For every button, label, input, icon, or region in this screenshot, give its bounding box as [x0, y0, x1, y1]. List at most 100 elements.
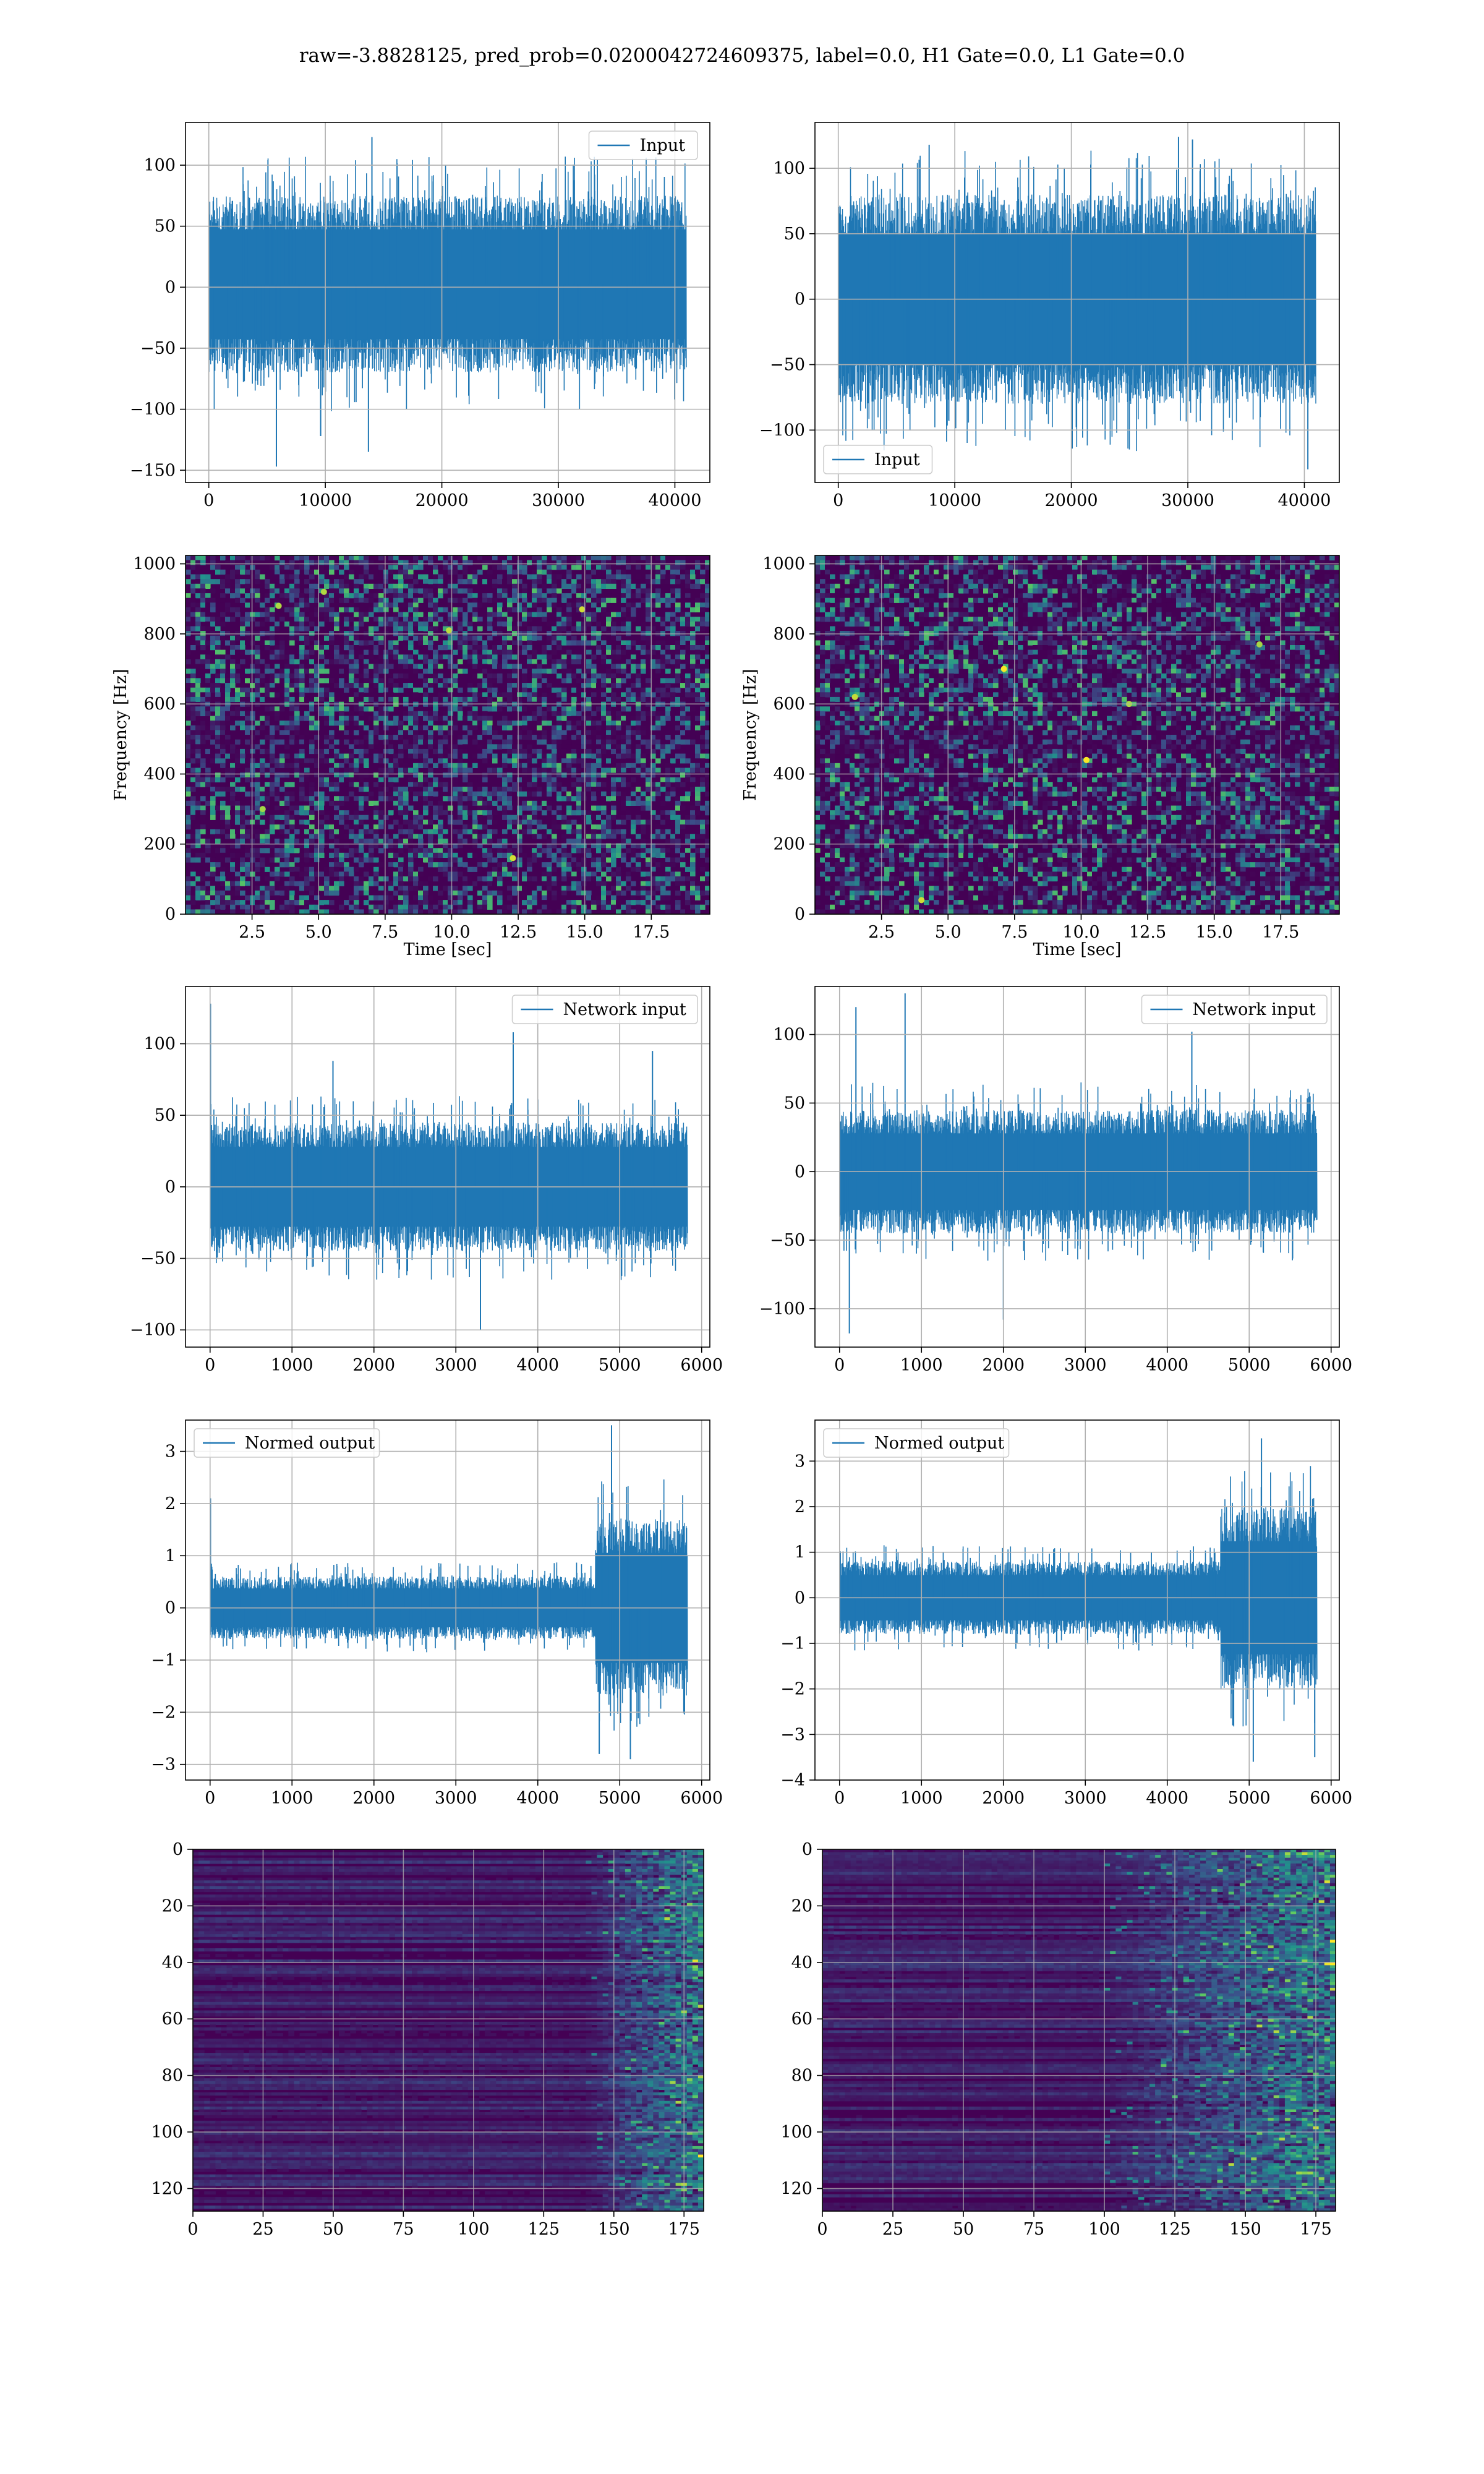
x-tick-label: 15.0 [1196, 923, 1233, 942]
y-tick-label: 100 [773, 159, 805, 178]
x-tick-label: 75 [1023, 2220, 1044, 2239]
series-spikes [210, 1096, 679, 1280]
x-tick-label: 5.0 [305, 923, 332, 942]
y-tick-label: 600 [773, 695, 805, 714]
grid-p01 [815, 122, 1339, 482]
x-axis-label: Time [sec] [1033, 940, 1122, 959]
legend-label: Network input [1193, 1000, 1316, 1019]
y-tick-label: 80 [162, 2066, 183, 2086]
x-tick-label: 20000 [416, 491, 469, 510]
x-tick-label: 10.0 [433, 923, 470, 942]
axes-frame-p10 [185, 555, 710, 915]
y-tick-label: 40 [791, 1953, 812, 1972]
x-tick-label: 25 [882, 2220, 903, 2239]
y-tick-label: −50 [770, 356, 805, 375]
y-tick-label: −100 [130, 400, 176, 419]
y-tick-label: 400 [143, 764, 176, 784]
x-tick-label: 6000 [680, 1356, 723, 1375]
legend-p20: Network input [511, 995, 698, 1024]
legend-label: Input [640, 136, 686, 155]
y-tick-label: 200 [143, 835, 176, 854]
series-spikes [213, 156, 686, 411]
y-tick-label: 100 [151, 2123, 183, 2142]
x-tick-label: 2000 [352, 1356, 395, 1375]
x-tick-label: 30000 [532, 491, 585, 510]
y-tick-label: 100 [143, 1035, 176, 1054]
x-tick-label: 7.5 [1001, 923, 1028, 942]
x-tick-label: 150 [598, 2220, 630, 2239]
legend-p21: Network input [1141, 995, 1328, 1024]
y-tick-label: 3 [165, 1442, 176, 1462]
grid-p21 [815, 987, 1339, 1347]
x-tick-label: 2000 [982, 1356, 1025, 1375]
y-tick-label: −2 [151, 1703, 176, 1722]
axes-frame-p40 [192, 1849, 704, 2212]
x-tick-label: 3000 [435, 1789, 477, 1808]
y-axis-label: Frequency [Hz] [111, 669, 130, 800]
legend-p01: Input [823, 445, 933, 474]
x-tick-label: 100 [1088, 2220, 1120, 2239]
x-tick-label: 125 [528, 2220, 560, 2239]
series-spikes [839, 1082, 1314, 1261]
y-tick-label: 0 [165, 1178, 176, 1197]
y-tick-label: 800 [773, 625, 805, 644]
spectrogram-hotspot-4 [259, 806, 266, 813]
y-tick-label: 0 [795, 290, 805, 309]
y-tick-label: 120 [151, 2179, 183, 2198]
x-tick-label: 0 [833, 491, 843, 510]
series-spikes [840, 1466, 1315, 1727]
y-tick-label: −50 [140, 339, 176, 358]
legend-p30: Normed output [194, 1428, 380, 1458]
legend-label: Network input [563, 1000, 686, 1019]
y-tick-label: 120 [780, 2179, 812, 2198]
legend-label: Input [874, 450, 920, 469]
x-tick-label: 15.0 [566, 923, 603, 942]
legend-p00: Input [588, 131, 698, 160]
spectrogram-hotspot-5 [446, 627, 453, 634]
x-tick-label: 50 [323, 2220, 344, 2239]
x-tick-label: 0 [205, 1356, 215, 1375]
x-tick-label: 5000 [1228, 1356, 1271, 1375]
x-tick-label: 1000 [271, 1789, 313, 1808]
axes-frame-p20 [185, 986, 710, 1348]
x-tick-label: 0 [205, 1789, 215, 1808]
y-tick-label: −100 [759, 1299, 805, 1319]
featuremap-cells [822, 1849, 1336, 2211]
y-tick-label: 1 [165, 1546, 176, 1565]
spectrogram-hotspot-3 [510, 855, 516, 862]
x-tick-label: 25 [252, 2220, 273, 2239]
legend-p31: Normed output [823, 1428, 1010, 1458]
x-tick-label: 0 [834, 1789, 845, 1808]
y-tick-label: 80 [791, 2066, 812, 2086]
y-tick-label: −3 [780, 1725, 805, 1744]
y-tick-label: 1000 [133, 555, 176, 574]
subplot-p21: 0 1000 2000 3000 4000 5000 6000 −100 −50 0 50 100 Ne… [759, 986, 1352, 1375]
x-tick-label: 4000 [516, 1356, 559, 1375]
y-tick-label: 100 [773, 1025, 805, 1045]
x-tick-label: 7.5 [372, 923, 398, 942]
x-tick-label: 2.5 [868, 923, 895, 942]
y-tick-label: 3 [795, 1452, 805, 1471]
subplot-p00: 0 10000 20000 30000 40000 −150 −100 −50 0 50 100 In… [130, 122, 710, 510]
grid-p00 [186, 122, 710, 482]
x-tick-label: 5000 [1228, 1789, 1271, 1808]
grid-p30 [186, 1420, 710, 1780]
spectrogram-hotspot-0 [275, 602, 282, 609]
y-tick-label: 0 [165, 1599, 176, 1618]
x-tick-label: 5000 [599, 1789, 641, 1808]
y-tick-label: 2 [165, 1494, 176, 1513]
x-tick-label: 100 [458, 2220, 490, 2239]
subplot-p31: 0 1000 2000 3000 4000 5000 6000 −4 −3 −2 −1 0 1 2 3 Nor… [780, 1419, 1352, 1808]
x-tick-label: 1000 [900, 1356, 943, 1375]
x-tick-label: 4000 [1146, 1789, 1188, 1808]
x-tick-label: 2.5 [239, 923, 265, 942]
x-tick-label: 0 [203, 491, 214, 510]
spectrogram-hotspot-5 [1083, 756, 1090, 763]
x-tick-label: 6000 [1310, 1356, 1352, 1375]
x-tick-label: 125 [1159, 2220, 1191, 2239]
x-tick-label: 17.5 [633, 923, 670, 942]
y-tick-label: −1 [780, 1634, 805, 1653]
y-tick-label: 600 [143, 695, 176, 714]
y-tick-label: 1000 [762, 555, 805, 574]
spectrogram-hotspot-2 [1000, 666, 1007, 672]
